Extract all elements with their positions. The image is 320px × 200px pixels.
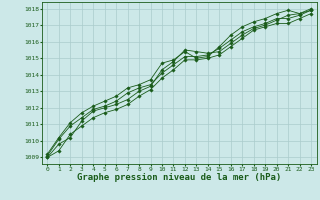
X-axis label: Graphe pression niveau de la mer (hPa): Graphe pression niveau de la mer (hPa) bbox=[77, 173, 281, 182]
